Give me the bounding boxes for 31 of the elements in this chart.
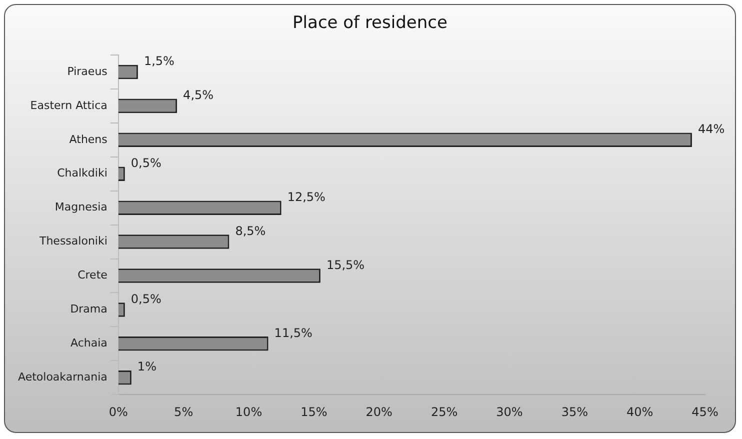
y-tick-label: Achaia: [70, 336, 108, 350]
x-tick-label: 5%: [174, 404, 194, 419]
x-tick-label: 20%: [366, 404, 392, 419]
data-label: 8,5%: [235, 224, 266, 238]
x-tick-label: 40%: [626, 404, 654, 419]
y-tick-label: Athens: [69, 132, 108, 146]
y-tick-label: Eastern Attica: [30, 98, 108, 112]
x-tick-label: 10%: [235, 404, 262, 419]
data-label: 4,5%: [183, 88, 214, 102]
chart-title: Place of residence: [292, 13, 448, 33]
y-tick-label: Drama: [70, 302, 108, 316]
y-tick-label: Magnesia: [54, 200, 108, 214]
y-tick-label: Aetoloakarnania: [18, 370, 108, 384]
data-label: 0,5%: [130, 292, 162, 306]
data-label: 0,5%: [130, 156, 162, 170]
x-tick-label: 25%: [430, 404, 458, 419]
data-label: 12,5%: [287, 190, 326, 204]
x-tick-label: 35%: [561, 404, 588, 419]
data-label: 1%: [137, 360, 156, 374]
y-tick-label: Thessaloniki: [38, 234, 108, 248]
x-tick-label: 0%: [108, 404, 128, 419]
data-label: 1,5%: [144, 54, 174, 68]
data-label: 11,5%: [274, 326, 312, 340]
x-tick-label: 15%: [300, 404, 328, 419]
y-tick-label: Chalkdiki: [57, 166, 108, 180]
x-tick-label: 30%: [496, 404, 523, 419]
y-tick-label: Piraeus: [67, 64, 108, 78]
data-label: 44%: [698, 122, 725, 136]
x-tick-label: 45%: [692, 404, 718, 419]
data-label: 15,5%: [326, 258, 365, 272]
y-tick-label: Crete: [78, 268, 108, 282]
